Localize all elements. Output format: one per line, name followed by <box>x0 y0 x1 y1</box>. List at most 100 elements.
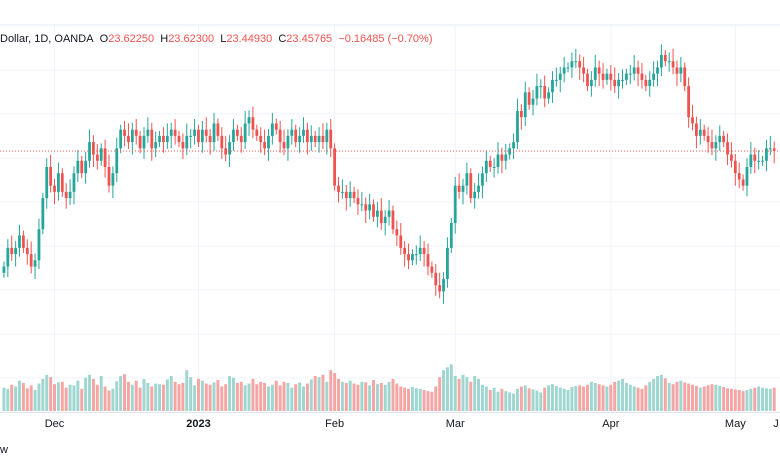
volume-bar <box>488 390 492 411</box>
volume-bar <box>726 388 730 411</box>
volume-bar <box>235 383 239 411</box>
volume-bar <box>270 384 274 411</box>
volume-bar <box>768 388 772 411</box>
volume-bar <box>255 384 259 411</box>
candle-body <box>523 92 527 118</box>
volume-bar <box>422 390 426 411</box>
candle-body <box>714 142 718 149</box>
x-tick-label: 2023 <box>186 418 211 430</box>
volume-bar <box>111 388 115 411</box>
candle-body <box>449 223 453 248</box>
volume-bar <box>360 381 364 411</box>
candle-body <box>84 160 88 174</box>
time-axis[interactable]: Dec 2023 Feb Mar Apr May J <box>0 412 780 437</box>
volume-bar <box>364 382 368 411</box>
candle-body <box>18 235 21 248</box>
candle-body <box>730 154 733 161</box>
candle-body <box>25 247 29 255</box>
volume-bar <box>621 378 624 411</box>
candle-body <box>130 129 134 143</box>
candle-body <box>80 160 84 174</box>
volume-bar <box>430 391 434 411</box>
volume-bar <box>18 380 21 411</box>
candle-body <box>407 254 410 261</box>
candle-body <box>636 67 640 74</box>
volume-bar <box>772 387 776 411</box>
price-chart[interactable] <box>0 0 780 412</box>
candle-body <box>418 247 422 255</box>
volume-bar <box>535 390 539 411</box>
legend-high-value: 23.62300 <box>168 33 215 45</box>
x-tick-label: Feb <box>325 418 345 430</box>
volume-bar <box>333 373 337 411</box>
volume-bar <box>193 385 197 411</box>
volume-bar <box>694 385 698 411</box>
candle-body <box>177 135 181 143</box>
candle-body <box>562 67 566 74</box>
volume-bar <box>449 364 453 411</box>
volume-bar <box>68 384 72 411</box>
candle-body <box>687 86 691 118</box>
candle-body <box>765 148 768 161</box>
volume-bar <box>356 384 360 411</box>
candle-body <box>162 135 165 143</box>
candle-body <box>348 191 352 199</box>
volume-bar <box>95 384 99 411</box>
candle-body <box>181 142 185 149</box>
volume-bar <box>757 386 761 411</box>
candle-body <box>383 216 387 223</box>
volume-bar <box>391 378 395 411</box>
volume-bar <box>531 389 535 411</box>
volume-bar <box>438 377 442 411</box>
legend-low-key: L <box>220 33 227 45</box>
volume-bar <box>453 376 457 411</box>
volume-bar <box>107 390 111 411</box>
volume-bar <box>302 386 305 411</box>
candle-body <box>368 204 372 211</box>
volume-bar <box>321 374 325 411</box>
legend-close-value: 23.45765 <box>286 33 333 45</box>
volume-bar <box>224 384 228 411</box>
volume-bar <box>294 384 298 411</box>
candle-body <box>193 129 196 136</box>
volume-bar <box>426 391 430 411</box>
volume-bar <box>582 386 586 411</box>
volume-bar <box>519 386 523 411</box>
volume-bar <box>640 388 644 411</box>
candle-body <box>574 61 578 63</box>
candle-body <box>317 135 321 143</box>
candle-body <box>628 73 632 75</box>
volume-bar <box>200 380 204 411</box>
candle-body <box>675 67 679 74</box>
volume-bar <box>317 377 321 411</box>
candle-body <box>95 154 99 161</box>
volume-bar <box>605 386 609 411</box>
volume-bar <box>586 384 589 411</box>
volume-bar <box>6 388 10 411</box>
volume-bar <box>574 385 578 411</box>
legend-close-key: C <box>278 33 287 45</box>
candle-body <box>566 67 570 69</box>
volume-bar <box>714 384 718 411</box>
candle-body <box>309 135 313 143</box>
candle-body <box>60 173 64 192</box>
candle-body <box>516 111 519 143</box>
candle-body <box>103 148 107 167</box>
volume-bar <box>10 384 14 411</box>
candle-body <box>741 179 745 186</box>
volume-bar <box>45 374 49 411</box>
candle-body <box>29 254 33 267</box>
volume-bar <box>29 385 33 411</box>
volume-bar <box>274 380 278 411</box>
x-tick-label: Mar <box>445 418 465 430</box>
volume-bar <box>239 381 243 411</box>
volume-bar <box>547 385 551 411</box>
candle-body <box>274 123 278 130</box>
volume-bar <box>247 383 251 411</box>
x-tick-label: May <box>724 418 746 430</box>
volume-bar <box>286 383 290 411</box>
volume-bar <box>189 377 193 411</box>
volume-bar <box>53 384 56 411</box>
volume-bar <box>480 384 484 411</box>
